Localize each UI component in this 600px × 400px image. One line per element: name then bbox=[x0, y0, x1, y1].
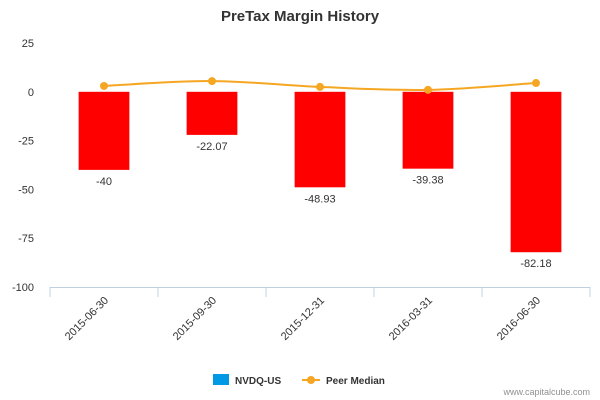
peer-median-point[interactable] bbox=[208, 77, 216, 86]
bar-data-label: -82.18 bbox=[520, 258, 551, 270]
bar[interactable] bbox=[510, 91, 562, 253]
legend-item-peer-median[interactable]: Peer Median bbox=[302, 376, 385, 387]
y-tick-label: -50 bbox=[18, 184, 34, 196]
bar-data-label: -40 bbox=[96, 176, 112, 188]
credit-link[interactable]: www.capitalcube.com bbox=[502, 387, 590, 397]
legend-item-nvdq[interactable]: NVDQ-US bbox=[213, 374, 281, 387]
legend-swatch-nvdq bbox=[213, 374, 229, 385]
x-tick-label: 2015-12-31 bbox=[279, 295, 327, 343]
chart-title: PreTax Margin History bbox=[221, 8, 380, 25]
legend-label-nvdq: NVDQ-US bbox=[235, 376, 281, 387]
y-tick-label: -75 bbox=[18, 233, 34, 245]
peer-median-point[interactable] bbox=[532, 79, 540, 88]
bar-data-label: -22.07 bbox=[196, 141, 227, 153]
bar[interactable] bbox=[186, 91, 238, 135]
bar-series bbox=[78, 91, 562, 253]
x-tick-label: 2016-06-30 bbox=[495, 295, 543, 343]
bar[interactable] bbox=[78, 91, 130, 170]
bar[interactable] bbox=[294, 91, 346, 188]
peer-median-point[interactable] bbox=[424, 85, 432, 94]
x-tick-label: 2015-09-30 bbox=[171, 295, 219, 343]
y-tick-label: -100 bbox=[12, 282, 34, 294]
bar-data-labels: -40 -22.07 -48.93 -39.38 -82.18 bbox=[96, 141, 552, 270]
legend-label-peer-median: Peer Median bbox=[326, 376, 385, 387]
y-tick-label: 0 bbox=[28, 87, 34, 99]
x-tick-label: 2016-03-31 bbox=[387, 295, 435, 343]
x-tick-label: 2015-06-30 bbox=[63, 295, 111, 343]
bar[interactable] bbox=[402, 91, 454, 169]
peer-median-point[interactable] bbox=[316, 82, 324, 91]
x-axis: 2015-06-30 2015-09-30 2015-12-31 2016-03-31… bbox=[49, 287, 591, 343]
y-tick-label: -25 bbox=[18, 136, 34, 148]
legend-swatch-peer-marker bbox=[307, 376, 315, 384]
bar-data-label: -48.93 bbox=[304, 193, 335, 205]
legend: NVDQ-US Peer Median bbox=[213, 374, 385, 387]
peer-median-point[interactable] bbox=[100, 81, 108, 90]
bar-data-label: -39.38 bbox=[412, 175, 443, 187]
peer-median-series bbox=[100, 77, 540, 94]
y-tick-label: 25 bbox=[22, 38, 34, 50]
y-axis: 25 0 -25 -50 -75 -100 bbox=[12, 38, 34, 294]
